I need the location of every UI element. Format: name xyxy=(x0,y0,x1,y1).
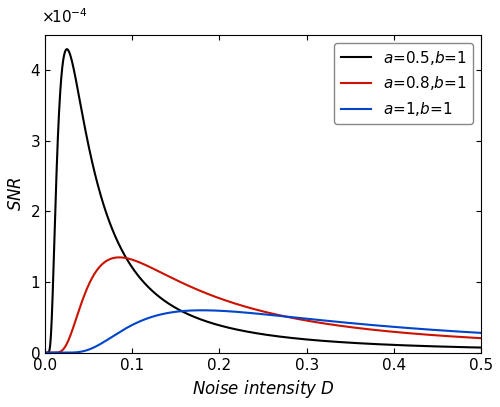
Text: $\times\!10^{-4}$: $\times\!10^{-4}$ xyxy=(41,7,88,26)
Y-axis label: $\it{SNR}$: $\it{SNR}$ xyxy=(7,176,25,211)
$\it{a}$=0.8,$\it{b}$=1 xyxy=(478,336,484,341)
$\it{a}$=1,$\it{b}$=1 xyxy=(229,309,235,314)
Legend: $\it{a}$=0.5,$\it{b}$=1, $\it{a}$=0.8,$\it{b}$=1, $\it{a}$=1,$\it{b}$=1: $\it{a}$=0.5,$\it{b}$=1, $\it{a}$=0.8,$\… xyxy=(334,43,473,124)
$\it{a}$=0.5,$\it{b}$=1 xyxy=(92,175,98,179)
$\it{a}$=0.8,$\it{b}$=1 xyxy=(422,332,428,337)
$\it{a}$=0.5,$\it{b}$=1 xyxy=(118,247,124,252)
X-axis label: $\it{Noise\ intensity\ D}$: $\it{Noise\ intensity\ D}$ xyxy=(192,378,334,400)
$\it{a}$=0.5,$\it{b}$=1 xyxy=(229,326,235,331)
$\it{a}$=1,$\it{b}$=1 xyxy=(470,330,476,335)
Line: $\it{a}$=0.8,$\it{b}$=1: $\it{a}$=0.8,$\it{b}$=1 xyxy=(46,257,481,352)
$\it{a}$=0.8,$\it{b}$=1 xyxy=(116,255,122,260)
$\it{a}$=0.5,$\it{b}$=1 xyxy=(422,344,428,348)
$\it{a}$=0.8,$\it{b}$=1 xyxy=(470,335,476,340)
$\it{a}$=0.5,$\it{b}$=1 xyxy=(210,321,216,326)
Line: $\it{a}$=1,$\it{b}$=1: $\it{a}$=1,$\it{b}$=1 xyxy=(46,310,481,352)
$\it{a}$=0.5,$\it{b}$=1 xyxy=(470,345,476,350)
$\it{a}$=1,$\it{b}$=1 xyxy=(118,328,124,333)
$\it{a}$=1,$\it{b}$=1 xyxy=(422,327,428,332)
$\it{a}$=0.8,$\it{b}$=1 xyxy=(229,300,235,305)
$\it{a}$=1,$\it{b}$=1 xyxy=(43,350,49,355)
$\it{a}$=1,$\it{b}$=1 xyxy=(199,308,205,313)
$\it{a}$=0.8,$\it{b}$=1 xyxy=(92,270,98,275)
$\it{a}$=0.5,$\it{b}$=1 xyxy=(64,47,70,52)
$\it{a}$=0.8,$\it{b}$=1 xyxy=(210,293,216,298)
$\it{a}$=1,$\it{b}$=1 xyxy=(210,308,216,313)
$\it{a}$=1,$\it{b}$=1 xyxy=(478,330,484,335)
Line: $\it{a}$=0.5,$\it{b}$=1: $\it{a}$=0.5,$\it{b}$=1 xyxy=(46,49,481,352)
$\it{a}$=0.5,$\it{b}$=1 xyxy=(43,350,49,355)
$\it{a}$=0.5,$\it{b}$=1 xyxy=(478,345,484,350)
$\it{a}$=1,$\it{b}$=1 xyxy=(92,344,98,349)
$\it{a}$=0.8,$\it{b}$=1 xyxy=(118,255,124,260)
$\it{a}$=0.8,$\it{b}$=1 xyxy=(43,350,49,355)
